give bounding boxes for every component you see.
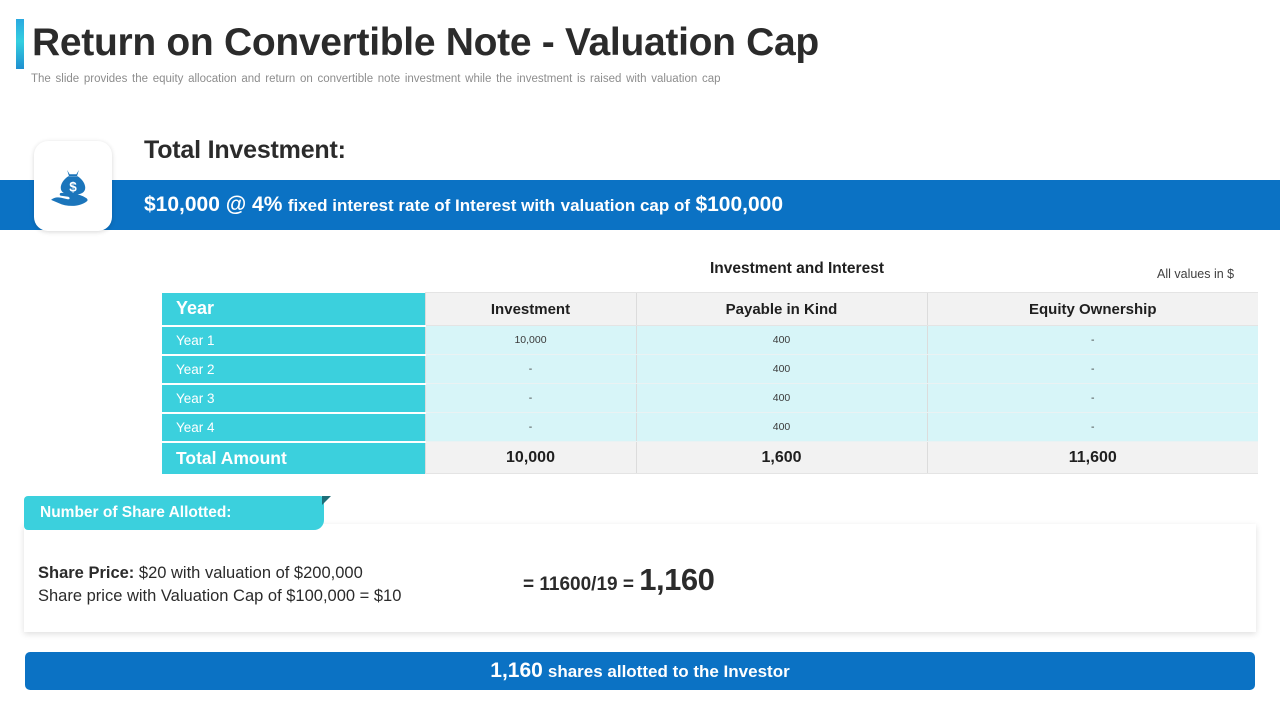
share-allotted-card <box>24 524 1256 632</box>
share-calculation: = 11600/19 = 1,160 <box>523 562 715 598</box>
svg-text:$: $ <box>69 179 77 194</box>
cell-equity-ownership: - <box>926 412 1258 442</box>
share-price-details: Share Price: $20 with valuation of $200,… <box>38 562 401 608</box>
column-header-investment: Investment <box>424 292 636 326</box>
table-row: Year 2 - 400 - <box>162 354 1258 385</box>
cell-equity-ownership: - <box>926 325 1258 355</box>
shares-allotted-count: 1,160 <box>490 659 543 682</box>
investment-amount: $10,000 @ 4% <box>144 193 283 216</box>
cell-total-label: Total Amount <box>162 441 425 474</box>
column-header-year: Year <box>162 292 425 327</box>
share-allotted-tab-label: Number of Share Allotted: <box>40 504 232 521</box>
investment-interest-table: Year Investment Payable in Kind Equity O… <box>162 292 1258 474</box>
page-subtitle: The slide provides the equity allocation… <box>31 73 721 85</box>
investment-banner <box>0 180 1280 230</box>
shares-allotted-banner: 1,160 shares allotted to the Investor <box>25 652 1255 690</box>
column-header-equity-ownership: Equity Ownership <box>926 292 1258 326</box>
shares-allotted-label: shares allotted to the Investor <box>547 662 790 681</box>
cell-total-payable-in-kind: 1,600 <box>635 441 927 474</box>
valuation-cap-label: valuation cap of <box>560 196 691 215</box>
share-price-line-1: Share Price: $20 with valuation of $200,… <box>38 562 401 585</box>
cell-payable-in-kind: 400 <box>635 325 927 355</box>
cell-equity-ownership: - <box>926 354 1258 384</box>
investment-banner-text: $10,000 @ 4% fixed interest rate of Inte… <box>144 191 783 220</box>
page-title: Return on Convertible Note - Valuation C… <box>32 21 819 64</box>
cell-payable-in-kind: 400 <box>635 383 927 413</box>
cell-investment: - <box>424 412 636 442</box>
tab-fold-corner-icon <box>322 496 331 505</box>
cell-equity-ownership: - <box>926 383 1258 413</box>
calc-expression: = 11600/19 = <box>523 574 634 595</box>
share-price-label: Share Price: <box>38 564 135 582</box>
cell-year: Year 4 <box>162 412 425 443</box>
column-header-payable-in-kind: Payable in Kind <box>635 292 927 326</box>
title-accent-bar <box>16 19 24 69</box>
share-allotted-tab: Number of Share Allotted: <box>24 496 324 530</box>
cell-payable-in-kind: 400 <box>635 412 927 442</box>
table-row: Year 4 - 400 - <box>162 412 1258 443</box>
money-bag-in-hand-icon: $ <box>51 169 88 206</box>
cell-year: Year 2 <box>162 354 425 385</box>
share-price-value: $20 with valuation of $200,000 <box>138 564 363 582</box>
cell-investment: 10,000 <box>424 325 636 355</box>
investment-icon-card: $ <box>34 141 112 231</box>
cell-year: Year 1 <box>162 325 425 356</box>
table-caption: Investment and Interest <box>710 260 884 277</box>
cell-payable-in-kind: 400 <box>635 354 927 384</box>
calc-result: 1,160 <box>639 562 715 597</box>
total-investment-heading: Total Investment: <box>144 136 346 164</box>
share-price-line-2: Share price with Valuation Cap of $100,0… <box>38 587 402 605</box>
cell-total-equity-ownership: 11,600 <box>926 441 1258 474</box>
valuation-cap-amount: $100,000 <box>695 193 784 216</box>
cell-investment: - <box>424 383 636 413</box>
cell-year: Year 3 <box>162 383 425 414</box>
investment-banner-middle: fixed interest rate of Interest with <box>287 196 556 215</box>
table-row: Year 1 10,000 400 - <box>162 325 1258 356</box>
cell-investment: - <box>424 354 636 384</box>
shares-allotted-banner-text: 1,160 shares allotted to the Investor <box>490 659 789 683</box>
cell-total-investment: 10,000 <box>424 441 636 474</box>
table-header-row: Year Investment Payable in Kind Equity O… <box>162 292 1258 327</box>
table-units-note: All values in $ <box>1157 267 1235 281</box>
table-total-row: Total Amount 10,000 1,600 11,600 <box>162 441 1258 474</box>
table-row: Year 3 - 400 - <box>162 383 1258 414</box>
